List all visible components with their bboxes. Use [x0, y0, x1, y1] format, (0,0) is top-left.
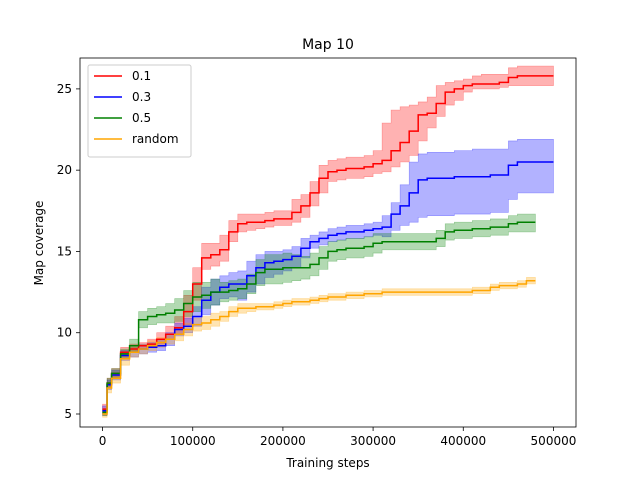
chart-title: Map 10 [302, 37, 354, 53]
x-tick-label: 100000 [170, 434, 216, 448]
series-line-0-1 [102, 75, 554, 410]
x-tick-label: 0 [99, 434, 107, 448]
legend-entry-label: 0.1 [132, 69, 151, 83]
series-line-0-3 [102, 161, 554, 412]
legend-box [87, 64, 192, 158]
y-tick-label: 20 [57, 163, 72, 177]
legend-entry-label: 0.5 [132, 111, 151, 125]
x-tick-label: 400000 [440, 434, 486, 448]
y-tick-label: 25 [57, 82, 72, 96]
x-tick-label: 500000 [531, 434, 577, 448]
legend-entry-label: random [132, 132, 179, 146]
axes-frame [79, 57, 577, 428]
legend: 0.1 0.3 0.5 random [87, 64, 192, 158]
y-axis-title: Map coverage [32, 201, 46, 286]
series-line-random [102, 279, 536, 415]
x-axis-title: Training steps [285, 456, 369, 470]
y-tick-label: 15 [57, 244, 72, 258]
axes: 0 100000 200000 300000 400000 500000 5 10 15 20 25 [57, 57, 577, 448]
band-0-3 [102, 139, 554, 416]
x-tick-label: 200000 [260, 434, 306, 448]
band-0-5 [102, 213, 536, 416]
plot-area [102, 65, 554, 418]
legend-entry-label: 0.3 [132, 90, 151, 104]
series-line-0-5 [102, 221, 536, 414]
y-tick-label: 10 [57, 326, 72, 340]
x-tick-label: 300000 [350, 434, 396, 448]
y-tick-label: 5 [64, 407, 72, 421]
